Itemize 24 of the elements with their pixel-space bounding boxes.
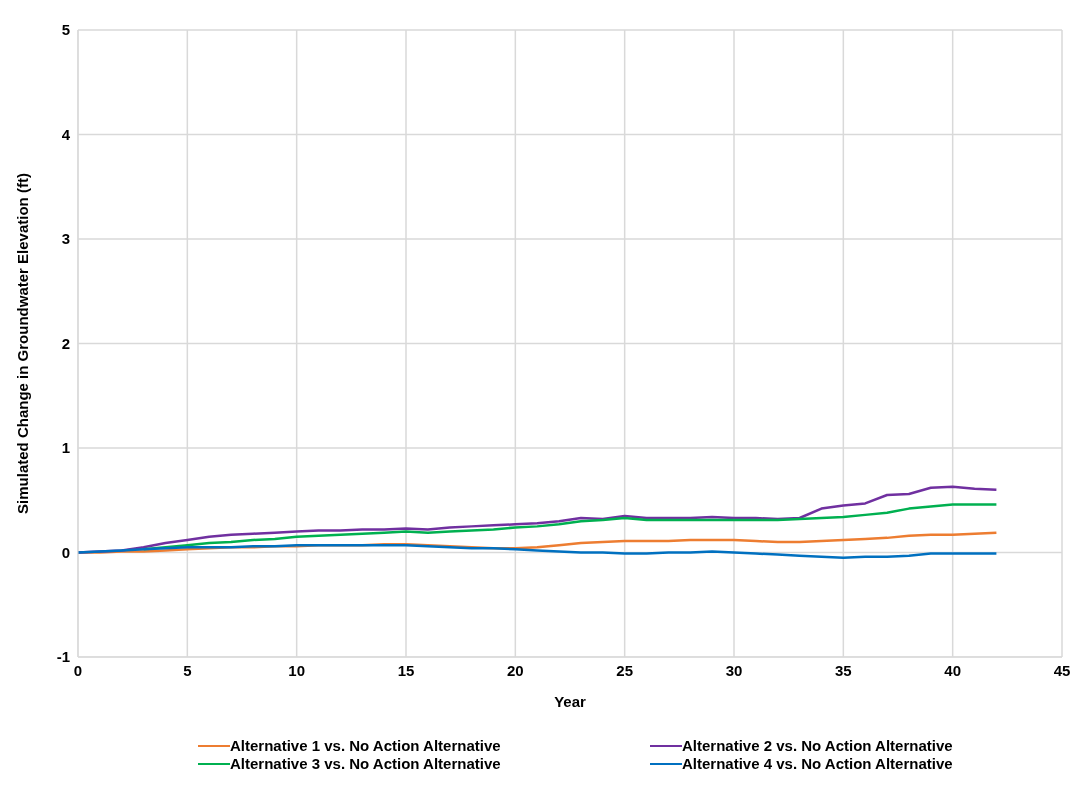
- x-axis-title: Year: [554, 693, 587, 710]
- legend-label: Alternative 1 vs. No Action Alternative: [230, 737, 501, 755]
- x-tick-label: 0: [73, 661, 83, 679]
- y-tick-label: 5: [61, 21, 70, 39]
- x-tick-label: 20: [506, 661, 524, 679]
- y-tick-label: 0: [61, 543, 70, 561]
- y-tick-label: 3: [61, 230, 70, 248]
- x-tick-label: 15: [397, 661, 415, 679]
- legend-label: Alternative 3 vs. No Action Alternative: [230, 755, 501, 773]
- x-tick-label: 25: [616, 661, 634, 679]
- x-tick-label: 30: [725, 661, 743, 679]
- y-tick-label: 2: [61, 334, 70, 352]
- x-tick-label: 5: [183, 661, 192, 679]
- x-tick-label: 45: [1053, 661, 1071, 679]
- y-axis-title: Simulated Change in Groundwater Elevation (ft): [14, 173, 32, 514]
- line-series: [78, 543, 998, 559]
- y-tick-label: -1: [56, 648, 70, 666]
- x-tick-label: 10: [288, 661, 306, 679]
- legend-label: Alternative 2 vs. No Action Alternative: [682, 737, 953, 755]
- legend-label: Alternative 4 vs. No Action Alternative: [682, 755, 953, 773]
- y-tick-label: 1: [61, 439, 70, 457]
- y-tick-label: 4: [61, 125, 71, 143]
- x-tick-label: 35: [834, 661, 852, 679]
- x-tick-label: 40: [944, 661, 962, 679]
